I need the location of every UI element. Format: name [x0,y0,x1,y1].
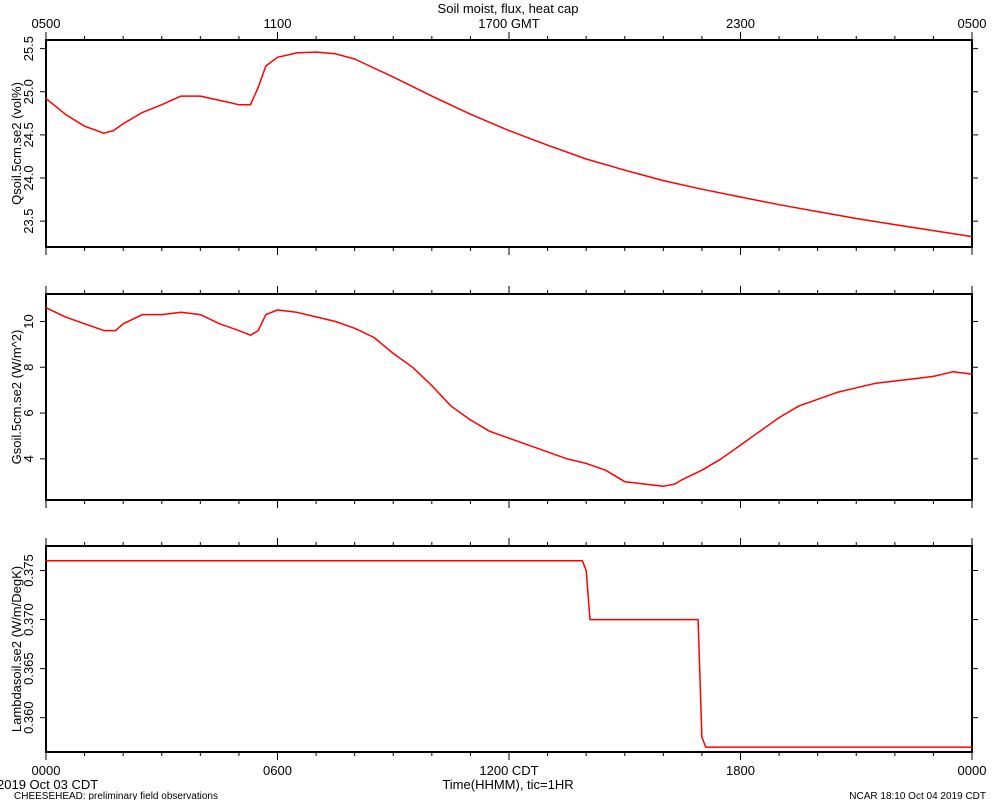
y-tick-label: 23.5 [21,208,36,233]
y-tick-label: 24.5 [21,122,36,147]
y-tick-label: 25.0 [21,79,36,104]
y-tick-label: 6 [21,409,36,416]
top-tick-label: 0500 [958,16,987,31]
top-tick-label: 2300 [726,16,755,31]
y-axis-label: Gsoil.5cm.se2 (W/m^2) [9,330,24,465]
series-line [45,51,973,238]
y-tick-label: 8 [21,364,36,371]
series-line [45,307,973,488]
footer-right: NCAR 18:10 Oct 04 2019 CDT [849,791,986,800]
y-axis-label: Qsoil.5cm.se2 (vol%) [9,82,24,205]
plot-frame [45,545,973,753]
y-tick-label: 10 [21,314,36,328]
bottom-tick-label: 1200 CDT [479,763,538,778]
y-tick-label: 0.375 [21,554,36,587]
bottom-tick-label: 1800 [726,763,755,778]
top-tick-label: 0500 [32,16,61,31]
top-tick-label: 1100 [264,16,292,31]
footer-date: 2019 Oct 03 CDT [0,777,98,792]
y-tick-label: 0.365 [21,652,36,685]
bottom-tick-label: 0000 [32,763,61,778]
y-tick-label: 24.0 [21,165,36,190]
footer-note: CHEESEHEAD: preliminary field observatio… [14,791,218,800]
panel-1: 23.5 24.0 24.5 25.0 25.5 Qsoil.5cm.se2 (vol%) [9,32,978,255]
series-line [46,559,972,748]
y-axis-label: Lambdasoil.se2 (W/m/DegK) [9,566,24,732]
top-tick-label: 1700 GMT [478,16,539,31]
x-axis-label: Time(HHMM), tic=1HR [442,777,573,792]
plot-frame [45,293,973,501]
y-tick-label: 4 [21,455,36,462]
y-tick-label: 0.360 [21,701,36,734]
panel-2: 4 6 8 10 Gsoil.5cm.se2 (W/m^2) [9,286,978,508]
chart-title: Soil moist, flux, heat cap [438,1,579,16]
plot-frame [45,39,973,248]
y-tick-label: 0.370 [21,603,36,636]
bottom-tick-label: 0000 [958,763,987,778]
bottom-tick-label: 0600 [263,763,292,778]
y-tick-label: 25.5 [21,36,36,61]
